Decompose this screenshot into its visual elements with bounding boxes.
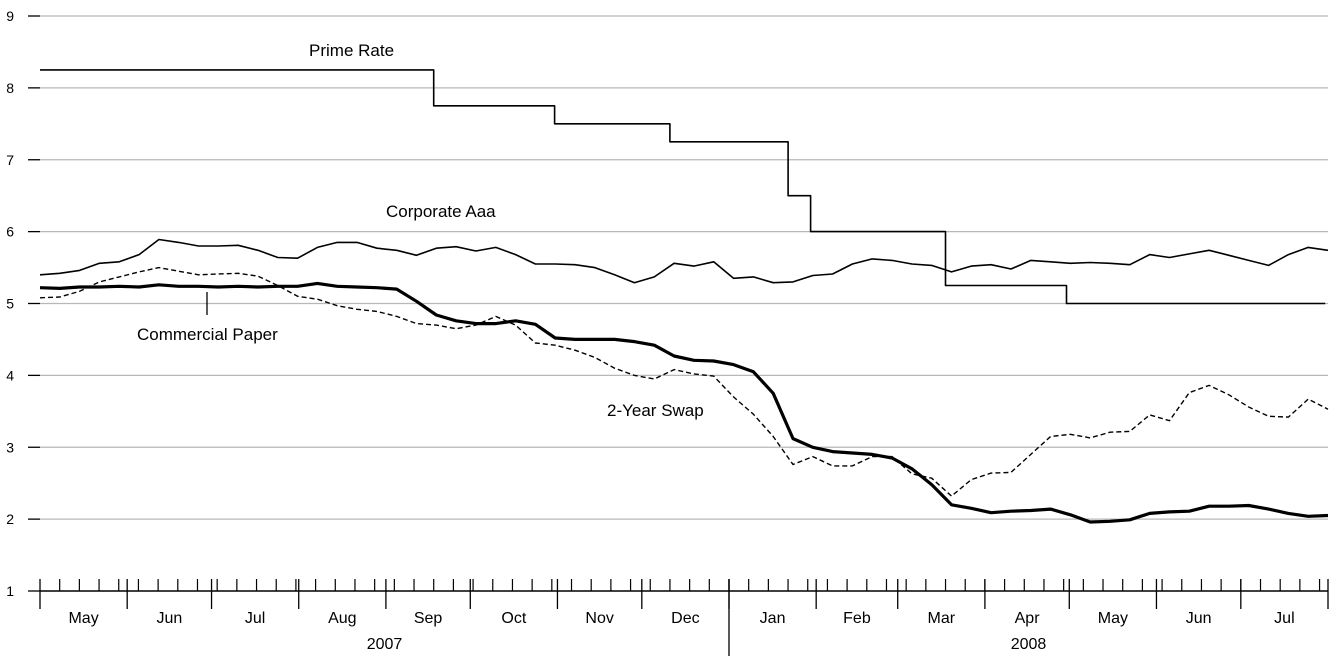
month-label: Jun [156,610,182,627]
series-commercial-paper [39,281,1329,524]
series-prime-rate [40,69,1326,305]
year-label: 2007 [367,636,403,653]
series-lines [39,69,1329,524]
gridlines [40,15,1328,520]
y-tick-label: 9 [6,8,14,24]
month-label: Apr [1015,610,1041,627]
y-tick-label: 5 [6,296,14,312]
y-tick-label: 3 [6,439,14,455]
label-2-year-swap: 2-Year Swap [607,401,704,420]
series-labels: Prime Rate Corporate Aaa Commercial Pape… [137,41,704,420]
series-corporate-aaa [39,238,1329,284]
y-tick-label: 7 [6,152,14,168]
month-label: Dec [671,610,699,627]
x-axis: May Jun Jul Aug Sep Oct Nov Dec Jan Feb Mar Apr May J… [39,579,1329,656]
y-tick-label: 6 [6,224,14,240]
y-tick-label: 1 [6,583,14,599]
month-label: Oct [501,610,526,627]
y-tick-label: 2 [6,511,14,527]
year-label: 2008 [1011,636,1047,653]
y-tick-label: 8 [6,80,14,96]
label-commercial-paper: Commercial Paper [137,325,278,344]
month-label: May [68,610,98,627]
month-label: Jun [1186,610,1212,627]
month-label: Jan [760,610,786,627]
series-2-year-swap [39,266,1329,497]
y-tick-label: 4 [6,367,14,383]
month-label: Nov [585,610,613,627]
month-label: Mar [928,610,956,627]
month-label: Jul [245,610,265,627]
month-label: Jul [1274,610,1294,627]
label-corporate-aaa: Corporate Aaa [386,202,496,221]
month-label: Feb [843,610,871,627]
month-label: May [1098,610,1128,627]
y-axis: 1 2 3 4 5 6 7 8 9 [6,8,40,599]
label-prime-rate: Prime Rate [309,41,394,60]
month-label: Aug [328,610,356,627]
month-label: Sep [414,610,443,627]
